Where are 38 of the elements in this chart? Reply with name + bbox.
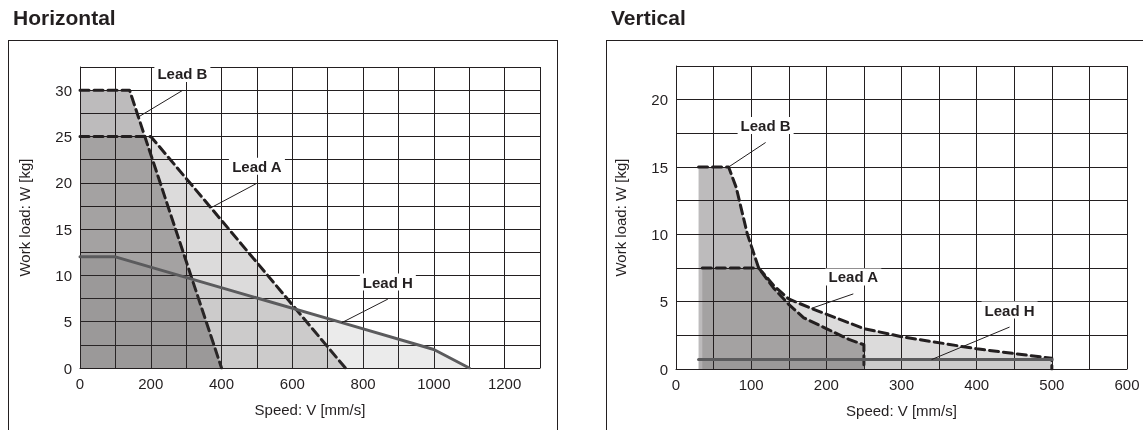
- x-axis-title: Speed: V [mm/s]: [846, 402, 957, 419]
- x-tick-label: 300: [888, 376, 915, 393]
- y-tick-label: 5: [659, 293, 668, 311]
- y-tick-label: 15: [55, 220, 72, 238]
- y-tick-label: 0: [63, 359, 72, 377]
- text: Lead H: [362, 273, 413, 291]
- chart-title: Vertical: [611, 6, 686, 29]
- y-tick-label: 5: [63, 313, 72, 331]
- x-tick-label: 500: [1039, 376, 1065, 393]
- y-tick-label: 10: [55, 266, 72, 284]
- text: Lead A: [232, 157, 282, 175]
- x-axis-title: Speed: V [mm/s]: [254, 401, 366, 418]
- y-tick-label: 20: [651, 91, 668, 109]
- x-tick-label: 200: [813, 376, 839, 393]
- y-tick-label: 10: [651, 225, 668, 243]
- x-tick-label: 1200: [487, 375, 522, 392]
- x-tick-label: 0: [75, 375, 85, 392]
- y-tick-label: 0: [659, 360, 668, 378]
- x-tick-label: 600: [1114, 376, 1140, 393]
- x-tick-label: 400: [209, 375, 235, 392]
- x-tick-label: 0: [671, 376, 681, 393]
- y-tick-label: 20: [55, 174, 72, 192]
- y-tick-label: 30: [55, 81, 72, 99]
- x-tick-label: 200: [138, 375, 164, 392]
- text: Lead B: [740, 117, 791, 134]
- x-tick-label: 600: [279, 375, 305, 392]
- y-axis-title: Work load: W [kg]: [612, 158, 629, 277]
- series-label: Lead B: [157, 65, 208, 83]
- x-tick-label: 400: [964, 376, 990, 393]
- series-label: Lead A: [828, 268, 879, 286]
- text: Lead H: [984, 301, 1035, 319]
- y-tick-label: 25: [55, 127, 72, 145]
- chart-title: Horizontal: [13, 6, 116, 29]
- y-axis-title: Work load: W [kg]: [16, 158, 33, 277]
- x-tick-label: 800: [350, 375, 376, 392]
- y-tick-label: 15: [651, 158, 668, 176]
- x-tick-label: 100: [738, 376, 764, 393]
- x-tick-label: 1000: [417, 375, 451, 392]
